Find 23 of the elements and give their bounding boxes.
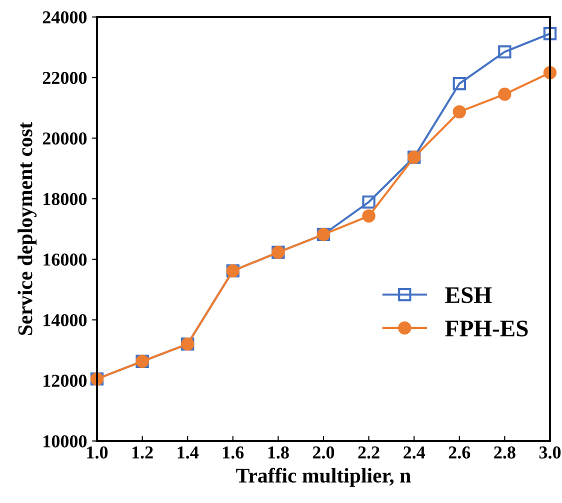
x-tick-label: 2.2	[358, 446, 380, 459]
x-tick-label: 1.4	[178, 446, 199, 459]
y-tick-label: 18000	[44, 192, 87, 206]
x-tick-label: 1.8	[268, 446, 289, 459]
y-tick-label: 14000	[44, 314, 87, 326]
y-tick-label: 22000	[42, 72, 87, 84]
x-tick-label: 1.6	[223, 446, 244, 459]
x-tick-label: 2.6	[448, 446, 470, 459]
y-tick-label: 20000	[42, 132, 87, 145]
x-tick-label: 3.0	[539, 446, 561, 459]
y-axis-title: Service deployment cost	[18, 122, 37, 335]
y-tick-label: 16000	[44, 254, 87, 266]
x-tick-label: 2.0	[312, 446, 334, 459]
y-tick-label: 10000	[44, 435, 87, 448]
y-tick-label: 12000	[44, 374, 87, 387]
y-tick-label: 24000	[42, 11, 87, 24]
legend-label: ESH	[445, 287, 492, 304]
legend-label: FPH-ES	[445, 320, 528, 336]
x-axis-title: Traffic multiplier, n	[236, 468, 411, 487]
x-tick-label: 2.8	[494, 446, 516, 459]
x-tick-label: 2.4	[404, 446, 426, 459]
x-tick-label: 1.2	[132, 446, 153, 459]
x-tick-label: 1.0	[87, 446, 108, 459]
